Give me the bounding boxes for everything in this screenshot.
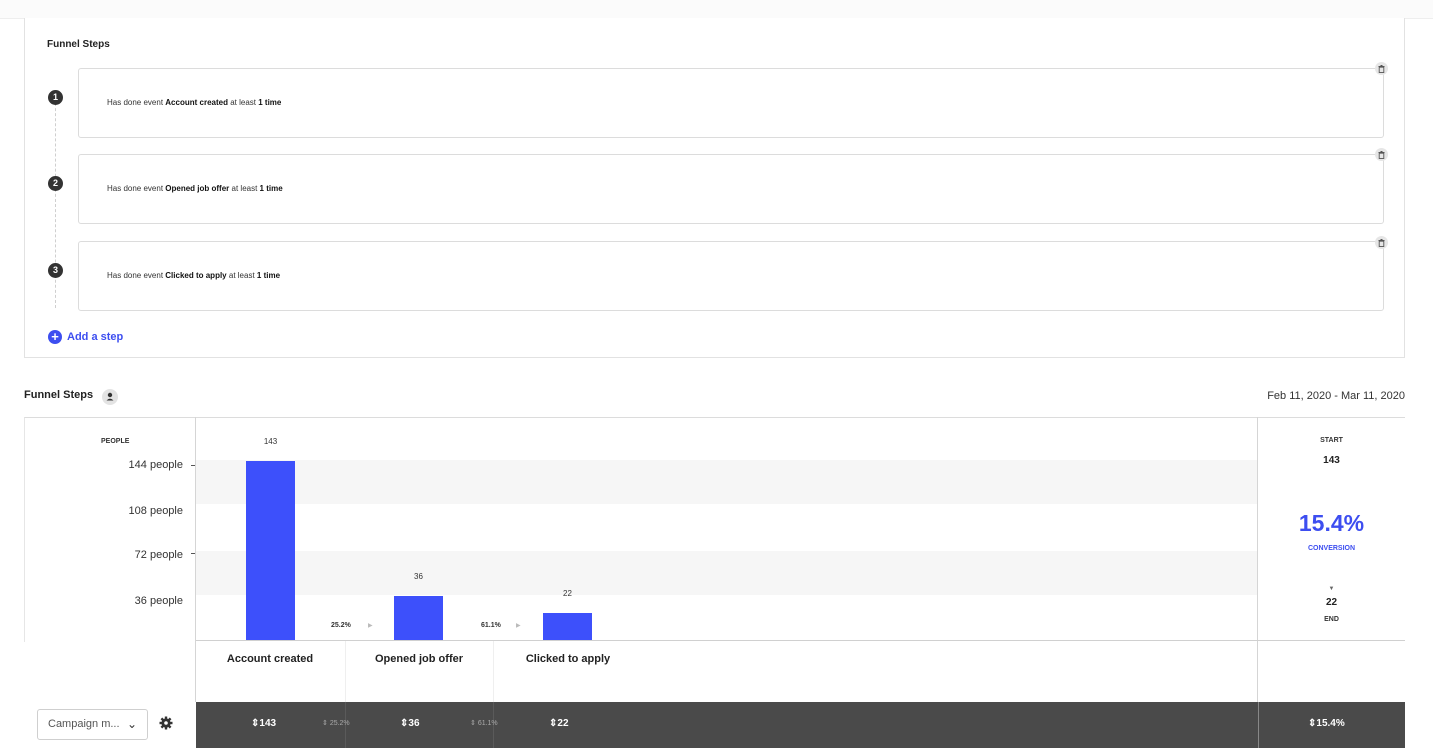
step-prefix: Has done event (107, 98, 164, 107)
step-middle: at least (230, 98, 256, 107)
bar-account-created[interactable] (246, 460, 295, 641)
footer-pct: ⇕ 25.2% (322, 719, 350, 727)
step-prefix: Has done event (107, 271, 164, 280)
category-label: Clicked to apply (525, 653, 611, 665)
date-range[interactable]: Feb 11, 2020 - Mar 11, 2020 (1267, 390, 1405, 402)
sort-arrows-icon: ⇕ (251, 718, 260, 729)
plus-circle-icon: + (48, 330, 62, 344)
breakdown-row (24, 702, 1405, 748)
category-label: Account created (226, 653, 314, 665)
top-bar (0, 0, 1433, 19)
arrow-down-icon: ▼ (1328, 586, 1335, 592)
step-description: Has done event Opened job offer at least… (107, 184, 283, 193)
step-card-3[interactable]: Has done event Clicked to apply at least… (78, 241, 1384, 311)
sort-arrows-icon: ⇕ (470, 720, 478, 727)
footer-separator (345, 702, 346, 748)
step-conversion-label: 25.2% (331, 622, 351, 629)
footer-value-step-2[interactable]: ⇕36 (400, 718, 420, 729)
step-number-1: 1 (48, 90, 63, 105)
chart-frame (24, 417, 1405, 642)
builder-title: Funnel Steps (47, 39, 110, 50)
footer-value-step-3[interactable]: ⇕22 (549, 718, 569, 729)
column-separator (493, 641, 494, 702)
footer-value-text: 143 (259, 718, 277, 729)
chart-divider (195, 417, 196, 748)
step-event[interactable]: Clicked to apply (165, 271, 227, 280)
grid-band (196, 460, 1257, 504)
step-conversion-label: 61.1% (481, 622, 501, 629)
conversion-value: 15.4% (1298, 510, 1365, 536)
add-step-label: Add a step (67, 331, 124, 343)
step-prefix: Has done event (107, 184, 164, 193)
step-event[interactable]: Account created (165, 98, 228, 107)
y-tick-label: 36 people (134, 595, 183, 607)
y-tick-label: 72 people (134, 549, 183, 561)
column-separator (345, 641, 346, 702)
breakdown-select-value: Campaign m... (48, 718, 120, 730)
add-step-button[interactable]: + Add a step (48, 330, 123, 344)
footer-separator (493, 702, 494, 748)
trash-icon[interactable] (1375, 62, 1388, 75)
start-label: START (1320, 437, 1343, 444)
bar-clicked-to-apply[interactable] (543, 613, 592, 641)
bar-opened-job-offer[interactable] (394, 595, 443, 641)
footer-value-text: 36 (408, 718, 420, 729)
footer-pct-text: 25.2% (329, 720, 350, 727)
y-tick (191, 465, 195, 466)
footer-value-step-1[interactable]: ⇕143 (251, 718, 276, 729)
sort-arrows-icon: ⇕ (400, 718, 409, 729)
user-icon[interactable] (102, 389, 118, 405)
y-tick (191, 553, 195, 554)
arrow-right-icon: ▶ (516, 623, 521, 629)
step-number-2: 2 (48, 176, 63, 191)
step-description: Has done event Clicked to apply at least… (107, 271, 280, 280)
bar-value-label: 22 (563, 589, 572, 599)
sort-arrows-icon: ⇕ (549, 718, 558, 729)
y-axis-title: PEOPLE (101, 438, 130, 445)
step-middle: at least (231, 184, 258, 193)
chart-baseline (196, 640, 1405, 641)
footer-value-text: 22 (557, 718, 569, 729)
category-label: Opened job offer (375, 653, 463, 665)
footer-total-conversion[interactable]: ⇕15.4% (1308, 718, 1345, 729)
sort-arrows-icon: ⇕ (322, 720, 330, 727)
step-count[interactable]: 1 time (256, 271, 281, 280)
step-middle: at least (228, 271, 255, 280)
step-card-1[interactable]: Has done event Account created at least … (78, 68, 1384, 138)
trash-icon[interactable] (1375, 236, 1388, 249)
summary-divider (1257, 417, 1258, 748)
step-count[interactable]: 1 time (259, 184, 283, 193)
footer-pct-text: 61.1% (477, 720, 498, 727)
step-description: Has done event Account created at least … (107, 98, 281, 107)
conversion-box (1258, 500, 1405, 560)
end-value: 22 (1325, 597, 1338, 608)
step-timeline (55, 98, 56, 308)
gear-icon[interactable] (158, 715, 174, 731)
start-value: 143 (1323, 455, 1340, 466)
bar-value-label: 143 (263, 436, 278, 446)
breakdown-select[interactable]: Campaign m... ⌄ (37, 709, 148, 740)
footer-conversion-cell (1258, 702, 1405, 748)
arrow-right-icon: ▶ (368, 623, 373, 629)
funnel-builder-panel: Funnel Steps 1 Has done event Account cr… (24, 18, 1405, 358)
trash-icon[interactable] (1375, 148, 1388, 161)
end-label: END (1324, 616, 1339, 623)
footer-value-text: 15.4% (1316, 718, 1345, 729)
chevron-down-icon: ⌄ (126, 717, 137, 731)
step-card-2[interactable]: Has done event Opened job offer at least… (78, 154, 1384, 224)
footer-pct: ⇕ 61.1% (470, 719, 498, 727)
grid-band (196, 551, 1257, 595)
step-count[interactable]: 1 time (258, 98, 282, 107)
y-tick-label: 108 people (128, 505, 183, 517)
y-tick-label: 144 people (128, 459, 183, 471)
report-title: Funnel Steps (24, 389, 94, 401)
bar-value-label: 36 (414, 571, 423, 581)
step-number-3: 3 (48, 263, 63, 278)
sort-arrows-icon: ⇕ (1308, 718, 1317, 729)
conversion-label: CONVERSION (1307, 545, 1356, 552)
step-event[interactable]: Opened job offer (165, 184, 230, 193)
